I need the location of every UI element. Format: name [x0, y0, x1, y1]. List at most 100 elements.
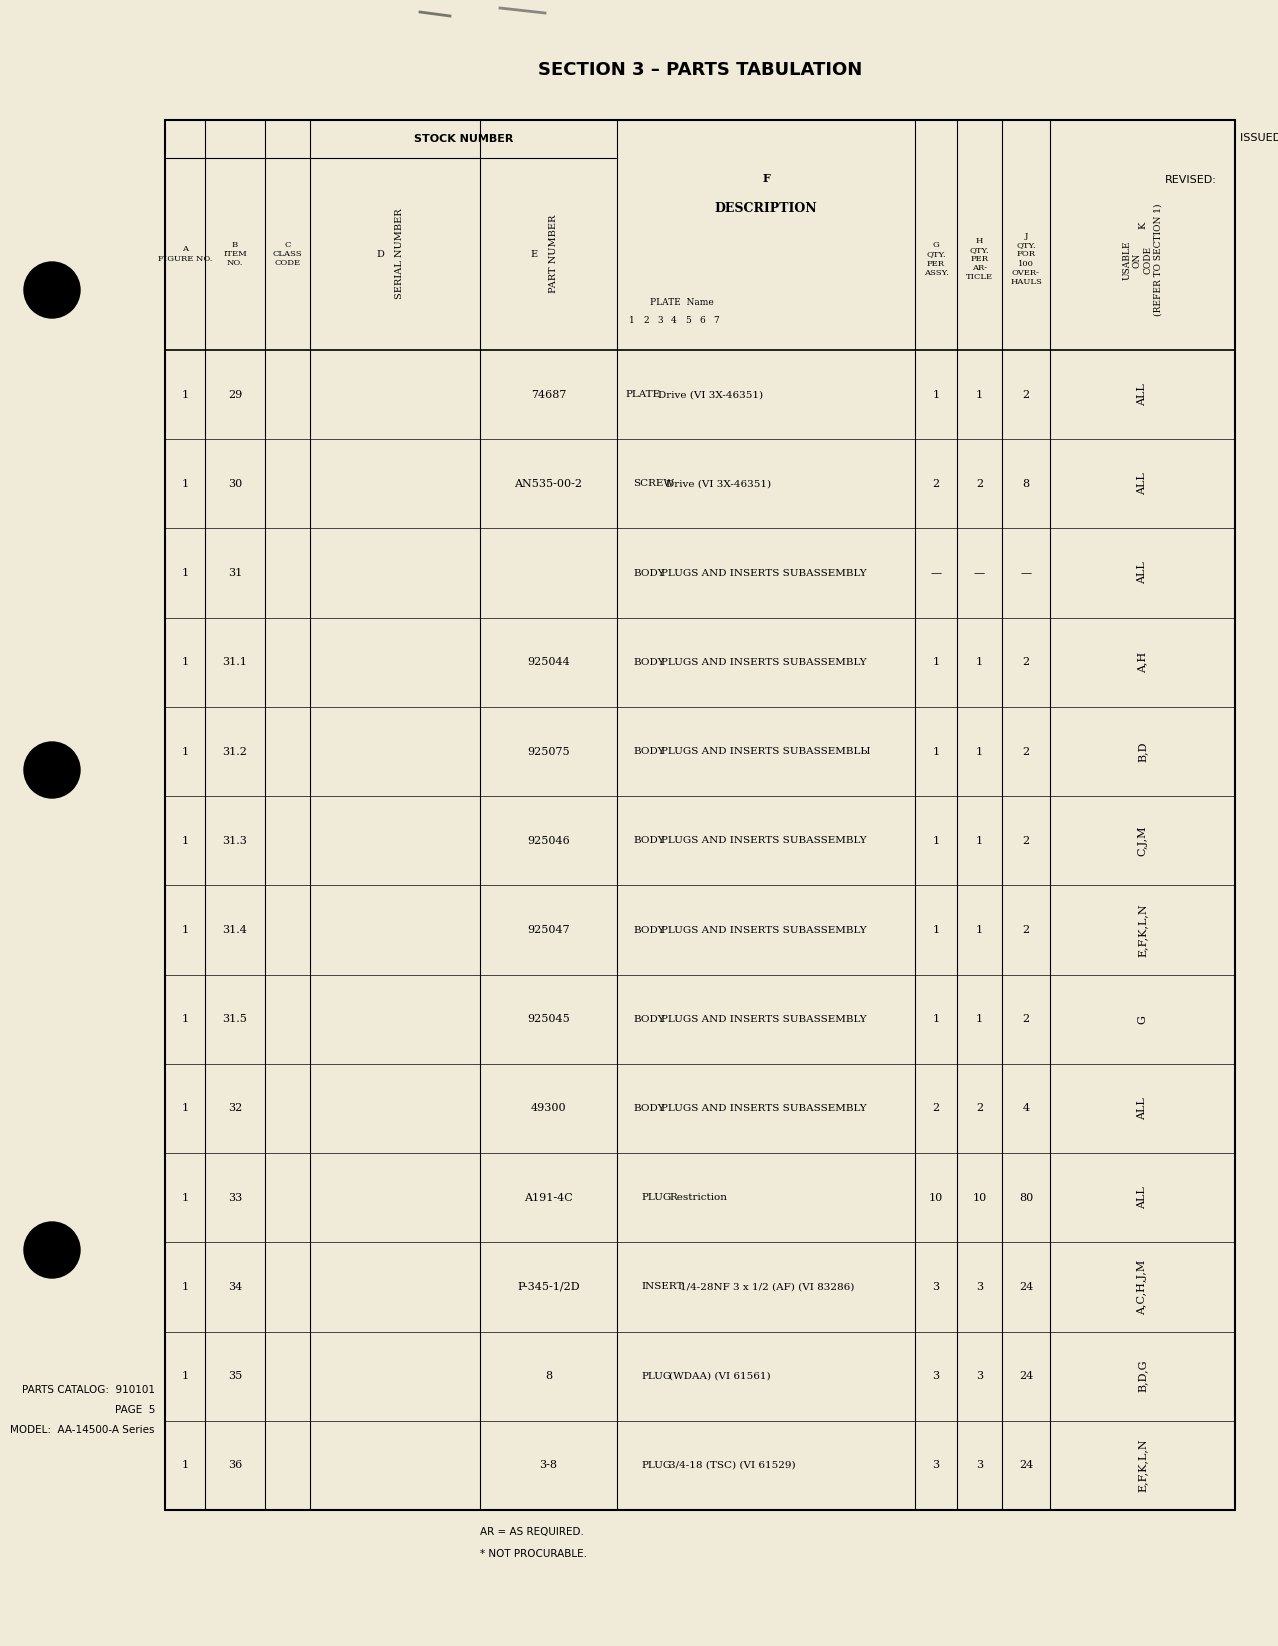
- Text: 1: 1: [976, 836, 983, 846]
- Text: H
QTY.
PER
AR-
TICLE: H QTY. PER AR- TICLE: [966, 237, 993, 281]
- Text: B,D: B,D: [1137, 741, 1148, 762]
- Text: 3/4-18 (TSC) (VI 61529): 3/4-18 (TSC) (VI 61529): [668, 1462, 796, 1470]
- Text: Restriction: Restriction: [668, 1193, 727, 1202]
- Text: 5: 5: [685, 316, 691, 324]
- Text: SCREW: SCREW: [633, 479, 674, 489]
- Text: C
CLASS
CODE: C CLASS CODE: [272, 240, 303, 267]
- Text: 31.4: 31.4: [222, 925, 248, 935]
- Text: SECTION 3 – PARTS TABULATION: SECTION 3 – PARTS TABULATION: [538, 61, 863, 79]
- Text: A,C,H,J,M: A,C,H,J,M: [1137, 1259, 1148, 1315]
- Text: G
QTY.
PER
ASSY.: G QTY. PER ASSY.: [924, 242, 948, 277]
- Text: 49300: 49300: [530, 1103, 566, 1113]
- Text: ISSUED: 11-1-55: ISSUED: 11-1-55: [1240, 133, 1278, 143]
- Text: 3: 3: [976, 1282, 983, 1292]
- Text: A,H: A,H: [1137, 652, 1148, 673]
- Text: 1: 1: [181, 568, 189, 578]
- Text: PLUGS AND INSERTS SUBASSEMBLY: PLUGS AND INSERTS SUBASSEMBLY: [661, 568, 866, 578]
- Text: 925045: 925045: [527, 1014, 570, 1024]
- Text: (WDAA) (VI 61561): (WDAA) (VI 61561): [668, 1371, 771, 1381]
- Text: 35: 35: [227, 1371, 242, 1381]
- Text: PLUGS AND INSERTS SUBASSЕMBLЫ: PLUGS AND INSERTS SUBASSЕMBLЫ: [661, 747, 870, 756]
- Text: 2: 2: [643, 316, 649, 324]
- Text: PLATE  Name: PLATE Name: [651, 298, 713, 306]
- Text: PART NUMBER: PART NUMBER: [550, 216, 558, 293]
- Text: 1: 1: [976, 657, 983, 667]
- Text: STOCK NUMBER: STOCK NUMBER: [414, 133, 514, 143]
- Text: BODY: BODY: [633, 568, 665, 578]
- Text: 1: 1: [181, 1460, 189, 1470]
- Text: AR = AS REQUIRED.: AR = AS REQUIRED.: [481, 1527, 584, 1537]
- Circle shape: [24, 742, 81, 798]
- Text: 1: 1: [181, 1103, 189, 1113]
- Text: 1: 1: [976, 1014, 983, 1024]
- Text: 31.5: 31.5: [222, 1014, 248, 1024]
- Text: 2: 2: [976, 1103, 983, 1113]
- Text: 29: 29: [227, 390, 242, 400]
- Text: 1: 1: [181, 925, 189, 935]
- Text: ALL: ALL: [1137, 561, 1148, 584]
- Text: DESCRIPTION: DESCRIPTION: [714, 201, 818, 214]
- Text: 2: 2: [1022, 1014, 1030, 1024]
- Text: ALL: ALL: [1137, 1187, 1148, 1210]
- Text: 33: 33: [227, 1193, 242, 1203]
- Text: 80: 80: [1019, 1193, 1033, 1203]
- Text: Drive (VI 3X-46351): Drive (VI 3X-46351): [667, 479, 772, 489]
- Circle shape: [24, 1221, 81, 1277]
- Text: BODY: BODY: [633, 747, 665, 756]
- Text: 2: 2: [933, 479, 939, 489]
- Bar: [165, 120, 1235, 1509]
- Text: 1: 1: [181, 657, 189, 667]
- Text: 24: 24: [1019, 1282, 1033, 1292]
- Text: 74687: 74687: [530, 390, 566, 400]
- Text: 1: 1: [629, 316, 635, 324]
- Text: 1: 1: [181, 836, 189, 846]
- Text: BODY: BODY: [633, 1104, 665, 1113]
- Text: 2: 2: [976, 479, 983, 489]
- Text: BODY: BODY: [633, 658, 665, 667]
- Text: F: F: [762, 173, 769, 183]
- Text: 10: 10: [973, 1193, 987, 1203]
- Text: PLUG: PLUG: [642, 1371, 671, 1381]
- Text: SERIAL NUMBER: SERIAL NUMBER: [395, 209, 405, 300]
- Text: 31: 31: [227, 568, 242, 578]
- Text: —: —: [974, 568, 985, 578]
- Text: 1: 1: [933, 747, 939, 757]
- Text: 31.3: 31.3: [222, 836, 248, 846]
- Text: 1: 1: [976, 747, 983, 757]
- Text: B,D,G: B,D,G: [1137, 1360, 1148, 1393]
- Text: 7: 7: [713, 316, 718, 324]
- Text: 2: 2: [1022, 836, 1030, 846]
- Text: BODY: BODY: [633, 925, 665, 935]
- Text: REVISED:: REVISED:: [1166, 174, 1217, 184]
- Text: 1/4-28NF 3 x 1/2 (AF) (VI 83286): 1/4-28NF 3 x 1/2 (AF) (VI 83286): [680, 1282, 855, 1292]
- Text: J
QTY.
FOR
100
OVER-
HAULS: J QTY. FOR 100 OVER- HAULS: [1010, 232, 1042, 286]
- Text: 1: 1: [933, 390, 939, 400]
- Text: 925075: 925075: [528, 747, 570, 757]
- Text: 1: 1: [181, 1193, 189, 1203]
- Text: USABLE
ON
CODE
(REFER TO SECTION 1): USABLE ON CODE (REFER TO SECTION 1): [1122, 204, 1163, 316]
- Text: MODEL:  AA-14500-A Series: MODEL: AA-14500-A Series: [10, 1425, 155, 1435]
- Text: 2: 2: [1022, 747, 1030, 757]
- Text: 925044: 925044: [527, 657, 570, 667]
- Text: 3: 3: [933, 1282, 939, 1292]
- Text: D: D: [376, 250, 383, 258]
- Text: 3: 3: [976, 1460, 983, 1470]
- Text: 3-8: 3-8: [539, 1460, 557, 1470]
- Text: PLUGS AND INSERTS SUBASSEMBLY: PLUGS AND INSERTS SUBASSEMBLY: [661, 836, 866, 846]
- Text: 2: 2: [1022, 925, 1030, 935]
- Text: PLUGS AND INSERTS SUBASSEMBLY: PLUGS AND INSERTS SUBASSEMBLY: [661, 925, 866, 935]
- Text: 4: 4: [1022, 1103, 1030, 1113]
- Text: BODY: BODY: [633, 1014, 665, 1024]
- Text: A191-4C: A191-4C: [524, 1193, 573, 1203]
- Text: 30: 30: [227, 479, 242, 489]
- Text: E: E: [530, 250, 537, 258]
- Text: 1: 1: [181, 390, 189, 400]
- Text: G: G: [1137, 1016, 1148, 1024]
- Text: 3: 3: [657, 316, 663, 324]
- Text: 1: 1: [976, 390, 983, 400]
- Text: 24: 24: [1019, 1460, 1033, 1470]
- Text: 2: 2: [933, 1103, 939, 1113]
- Text: 31.2: 31.2: [222, 747, 248, 757]
- Text: A
FIGURE NO.: A FIGURE NO.: [157, 245, 212, 263]
- Text: BODY: BODY: [633, 836, 665, 846]
